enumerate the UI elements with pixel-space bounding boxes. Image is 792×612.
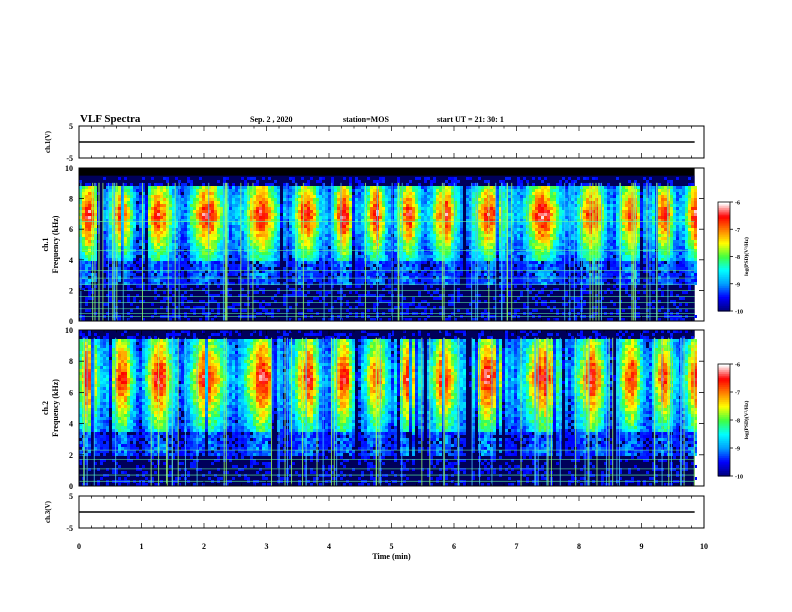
y-axis-label: ch.3(V) bbox=[44, 500, 52, 523]
spectrogram-ch2 bbox=[79, 330, 697, 486]
colorbar-tick-label: -10 bbox=[735, 475, 743, 481]
x-tick-label: 4 bbox=[327, 542, 331, 551]
colorbar-tick-label: -6 bbox=[735, 363, 740, 369]
x-axis-label: Time (min) bbox=[372, 552, 411, 561]
chart-title: VLF Spectra bbox=[80, 113, 141, 125]
colorbar-label: log(PSD)(V²/Hz) bbox=[743, 237, 750, 276]
y-tick-label: 0 bbox=[69, 317, 73, 326]
y-tick-label: 4 bbox=[69, 420, 73, 429]
y-tick-label: 5 bbox=[69, 492, 73, 501]
colorbar-tick-label: -9 bbox=[735, 447, 740, 453]
x-tick-label: 8 bbox=[577, 542, 581, 551]
colorbar-ch1 bbox=[717, 201, 733, 312]
y-tick-label: 6 bbox=[69, 225, 73, 234]
y-axis-label: Frequency (kHz) bbox=[51, 379, 60, 437]
y-tick-label: 8 bbox=[69, 357, 73, 366]
y-tick-label: -5 bbox=[66, 524, 73, 533]
x-tick-label: 6 bbox=[452, 542, 456, 551]
y-tick-label: -5 bbox=[66, 154, 73, 163]
x-tick-label: 5 bbox=[390, 542, 394, 551]
colorbar-tick-label: -6 bbox=[735, 201, 740, 207]
y-tick-label: 5 bbox=[69, 122, 73, 131]
date-label: Sep. 2 , 2020 bbox=[250, 115, 293, 124]
x-tick-label: 10 bbox=[700, 542, 708, 551]
colorbar-tick-label: -8 bbox=[735, 255, 740, 261]
y-axis-label: ch.1(V) bbox=[44, 130, 52, 153]
y-tick-label: 4 bbox=[69, 256, 73, 265]
colorbar-tick-label: -9 bbox=[735, 282, 740, 288]
station-label: station=MOS bbox=[343, 115, 389, 124]
x-tick-label: 0 bbox=[77, 542, 81, 551]
spectrogram-ch1 bbox=[79, 168, 697, 321]
y-tick-label: 0 bbox=[69, 482, 73, 491]
colorbar-ch2 bbox=[717, 363, 733, 477]
colorbar-label: log(PSD)(V²/Hz) bbox=[743, 401, 750, 440]
colorbar-tick-label: -8 bbox=[735, 419, 740, 425]
y-axis-label: Frequency (kHz) bbox=[51, 215, 60, 273]
y-tick-label: 10 bbox=[65, 164, 73, 173]
x-tick-label: 7 bbox=[515, 542, 519, 551]
panel-label-ch2: ch.2 bbox=[41, 401, 50, 415]
x-tick-label: 9 bbox=[640, 542, 644, 551]
y-tick-label: 2 bbox=[69, 286, 73, 295]
panel-label-ch1: ch.1 bbox=[41, 238, 50, 252]
y-tick-label: 6 bbox=[69, 388, 73, 397]
x-tick-label: 2 bbox=[202, 542, 206, 551]
colorbar-tick-label: -7 bbox=[735, 391, 740, 397]
y-tick-label: 2 bbox=[69, 451, 73, 460]
start-ut-label: start UT = 21: 30: 1 bbox=[437, 115, 504, 124]
y-tick-label: 8 bbox=[69, 195, 73, 204]
y-tick-label: 10 bbox=[65, 326, 73, 335]
colorbar-tick-label: -10 bbox=[735, 310, 743, 316]
x-tick-label: 3 bbox=[265, 542, 269, 551]
colorbar-tick-label: -7 bbox=[735, 228, 740, 234]
x-tick-label: 1 bbox=[140, 542, 144, 551]
